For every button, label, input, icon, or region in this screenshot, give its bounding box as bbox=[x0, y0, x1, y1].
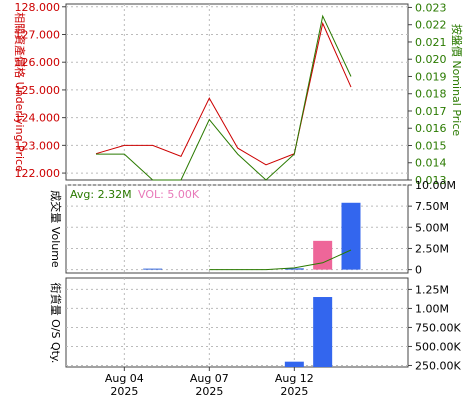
os-tick-label: 1.00M bbox=[415, 302, 449, 315]
volume-right-axis: 0 2.50M 5.00M 7.50M 10.00M bbox=[408, 179, 456, 277]
os-bar bbox=[284, 361, 304, 367]
price-left-tick-label: 122.000 bbox=[15, 167, 61, 180]
os-bars bbox=[284, 297, 333, 367]
price-right-tick-label: 0.022 bbox=[415, 19, 447, 32]
price-right-tick-label: 0.016 bbox=[415, 122, 447, 135]
price-right-tick-label: 0.020 bbox=[415, 53, 447, 66]
nominal-price-line bbox=[96, 14, 352, 181]
os-bar bbox=[313, 297, 333, 367]
price-right-tick-label: 0.019 bbox=[415, 70, 447, 83]
price-right-axis-label: 按盤價 Nominal Price bbox=[450, 24, 464, 137]
volume-avg-line bbox=[209, 249, 352, 271]
price-panel-frame bbox=[65, 3, 409, 181]
volume-tick-label: 0 bbox=[415, 264, 422, 277]
price-right-axis: 0.013 0.014 0.015 0.016 0.017 0.018 0.019 0.020… bbox=[408, 1, 447, 187]
price-right-tick-label: 0.017 bbox=[415, 105, 447, 118]
price-panel: 122.000 123.000 124.000 125.000 126.000 127.0… bbox=[15, 1, 447, 187]
x-tick-label-date: Aug 04 bbox=[105, 372, 144, 385]
os-panel: 250.00K 500.00K 750.00K 1.00M 1.25M bbox=[65, 277, 461, 372]
price-lines bbox=[95, 14, 352, 181]
price-left-tick-label: 127.000 bbox=[15, 28, 61, 41]
volume-legend-vol: VOL: 5.00K bbox=[138, 188, 200, 201]
price-right-tick-label: 0.021 bbox=[415, 36, 447, 49]
volume-axis-label: 成交量 Volume bbox=[49, 190, 63, 268]
os-tick-label: 1.25M bbox=[415, 283, 449, 296]
price-left-tick-label: 126.000 bbox=[15, 56, 61, 69]
volume-bar bbox=[143, 268, 163, 270]
price-right-tick-label: 0.014 bbox=[415, 157, 447, 170]
price-right-tick-label: 0.013 bbox=[415, 174, 447, 187]
os-tick-label: 750.00K bbox=[415, 321, 461, 334]
x-tick-label-date: Aug 07 bbox=[190, 372, 229, 385]
volume-bar bbox=[341, 202, 361, 270]
volume-bar bbox=[313, 240, 333, 270]
os-right-axis: 250.00K 500.00K 750.00K 1.00M 1.25M bbox=[408, 283, 461, 372]
volume-legend-avg: Avg: 2.32M bbox=[70, 188, 132, 201]
os-grid bbox=[66, 278, 408, 367]
os-panel-frame bbox=[65, 277, 409, 368]
x-tick-label-year: 2025 bbox=[280, 385, 308, 398]
os-axis-label: 街貨量 O/S Qty. bbox=[49, 283, 63, 364]
price-right-tick-label: 0.015 bbox=[415, 139, 447, 152]
price-left-axis: 122.000 123.000 124.000 125.000 126.000 127.0… bbox=[15, 1, 66, 180]
price-left-tick-label: 124.000 bbox=[15, 112, 61, 125]
price-right-tick-label: 0.018 bbox=[415, 88, 447, 101]
price-left-tick-label: 123.000 bbox=[15, 139, 61, 152]
price-left-axis-label: 相關資產價格 Underlying Price bbox=[13, 12, 27, 172]
os-tick-label: 500.00K bbox=[415, 340, 461, 353]
volume-tick-label: 5.00M bbox=[415, 221, 449, 234]
volume-bar bbox=[284, 268, 304, 270]
volume-bars bbox=[143, 202, 361, 271]
volume-panel: 0 2.50M 5.00M 7.50M 10.00M Avg: 2.32M VOL: 5… bbox=[65, 179, 456, 277]
x-tick-label-year: 2025 bbox=[110, 385, 138, 398]
volume-tick-label: 7.50M bbox=[415, 200, 449, 213]
price-right-tick-label: 0.023 bbox=[415, 1, 447, 14]
volume-tick-label: 2.50M bbox=[415, 242, 449, 255]
price-left-tick-label: 128.000 bbox=[15, 1, 61, 14]
os-tick-label: 250.00K bbox=[415, 359, 461, 372]
underlying-price-line bbox=[95, 21, 352, 166]
x-tick-label-year: 2025 bbox=[195, 385, 223, 398]
price-left-tick-label: 125.000 bbox=[15, 84, 61, 97]
volume-tick-label: 10.00M bbox=[415, 179, 456, 192]
x-tick-label-date: Aug 12 bbox=[275, 372, 314, 385]
